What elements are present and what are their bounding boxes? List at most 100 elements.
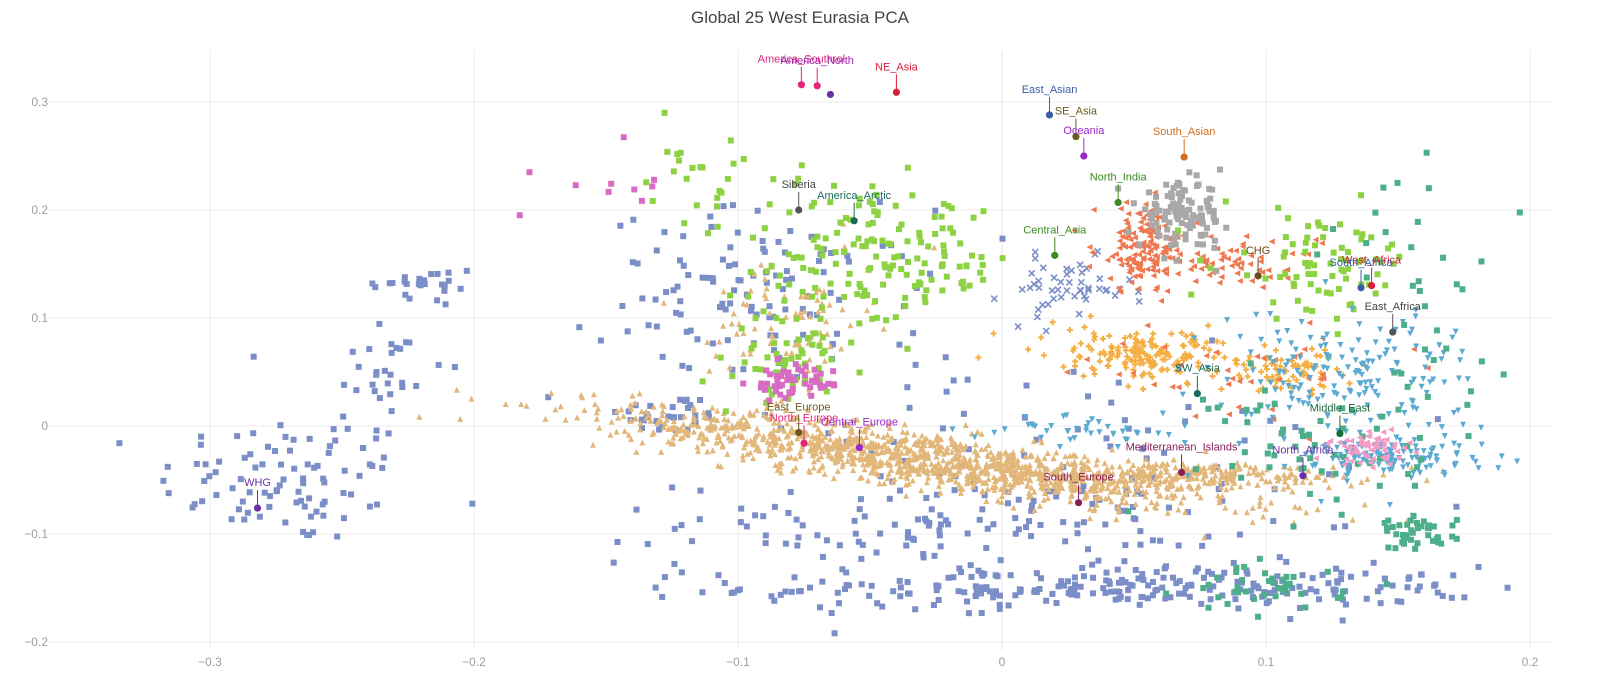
scatter-point [978, 430, 985, 437]
labeled-point[interactable] [813, 82, 821, 90]
scatter-point [815, 426, 822, 433]
labeled-point[interactable] [1336, 429, 1344, 438]
labeled-point[interactable] [1193, 390, 1201, 398]
scatter-point [1134, 486, 1141, 493]
labeled-point[interactable] [253, 504, 262, 512]
scatter-point [751, 436, 758, 443]
labeled-point[interactable] [800, 439, 808, 447]
scatter-point [1358, 236, 1365, 243]
scatter-point [244, 509, 251, 516]
labeled-point[interactable] [1080, 152, 1088, 160]
scatter-point [866, 592, 873, 599]
scatter-point [782, 313, 789, 320]
labeled-point[interactable] [795, 206, 803, 214]
scatter-point [931, 214, 938, 221]
scatter-point [1042, 327, 1050, 335]
scatter-point [1277, 363, 1284, 370]
scatter-point [1162, 208, 1169, 215]
scatter-point [1436, 342, 1443, 349]
scatter-point [1113, 516, 1120, 523]
scatter-point [848, 339, 855, 346]
labeled-point[interactable] [1180, 153, 1188, 161]
scatter-point [979, 506, 986, 513]
scatter-point [941, 252, 948, 259]
labeled-point[interactable] [850, 217, 858, 225]
scatter-point [523, 402, 530, 409]
scatter-point [1168, 478, 1175, 485]
scatter-point [1363, 274, 1370, 281]
labeled-point[interactable] [1254, 272, 1262, 280]
scatter-point [1200, 344, 1207, 351]
scatter-point [810, 330, 817, 337]
labeled-point[interactable] [797, 81, 805, 89]
scatter-point [992, 478, 999, 485]
scatter-point [1166, 481, 1173, 488]
scatter-point [1129, 504, 1136, 511]
labeled-point[interactable] [892, 88, 901, 96]
labeled-point[interactable] [1072, 132, 1080, 141]
labeled-point[interactable] [1389, 328, 1397, 336]
scatter-point [863, 434, 870, 441]
scatter-point [1295, 386, 1302, 393]
labeled-point[interactable] [826, 90, 835, 99]
scatter-point [307, 513, 314, 520]
labeled-point[interactable] [1177, 468, 1186, 477]
scatter-point [818, 304, 825, 311]
scatter-point [1102, 467, 1109, 474]
scatter-point [1262, 275, 1269, 282]
scatter-point [983, 544, 990, 551]
scatter-point [388, 408, 395, 415]
scatter-point [1023, 382, 1030, 389]
scatter-point [819, 437, 826, 444]
scatter-point [1089, 249, 1096, 256]
scatter-point [1423, 477, 1430, 484]
labeled-point[interactable] [1299, 472, 1307, 480]
scatter-point [1127, 466, 1134, 473]
scatter-point [1398, 370, 1405, 377]
scatter-point [826, 301, 833, 308]
labeled-point[interactable] [1357, 284, 1365, 292]
scatter-point [717, 304, 724, 311]
scatter-point [1182, 236, 1189, 243]
labeled-point[interactable] [1051, 251, 1059, 259]
labeled-point[interactable] [1045, 111, 1054, 119]
scatter-point [1227, 475, 1234, 482]
labeled-point[interactable] [795, 428, 803, 437]
scatter-point [932, 230, 939, 237]
scatter-point [730, 589, 737, 596]
scatter-point [933, 582, 940, 589]
scatter-point [1385, 411, 1392, 418]
scatter-point [1393, 434, 1400, 441]
scatter-point [1256, 555, 1263, 562]
scatter-point [1241, 437, 1248, 444]
scatter-point [1197, 231, 1204, 238]
scatter-point [794, 254, 801, 261]
scatter-point [1030, 497, 1037, 504]
scatter-point [761, 275, 768, 282]
scatter-point [1071, 435, 1078, 442]
scatter-point [1516, 209, 1523, 216]
labeled-point[interactable] [1368, 282, 1376, 290]
scatter-point [1297, 382, 1304, 389]
scatter-point [990, 330, 997, 337]
scatter-point [874, 432, 881, 439]
scatter-point [793, 315, 800, 322]
scatter-point [778, 397, 785, 404]
labeled-point[interactable] [1074, 499, 1083, 507]
scatter-point [1181, 212, 1188, 219]
scatter-point [633, 506, 640, 513]
scatter-point [921, 515, 928, 522]
scatter-point [1063, 412, 1070, 419]
scatter-point [894, 460, 901, 467]
scatter-point [1038, 334, 1045, 341]
labeled-point[interactable] [855, 444, 864, 452]
scatter-point [1119, 340, 1126, 347]
scatter-point [1185, 404, 1192, 411]
scatter-point [1107, 443, 1114, 450]
scatter-point [774, 355, 781, 362]
scatter-point [1125, 254, 1132, 261]
scatter-point [998, 498, 1005, 505]
labeled-point[interactable] [1114, 198, 1122, 207]
scatter-point [1198, 213, 1205, 220]
